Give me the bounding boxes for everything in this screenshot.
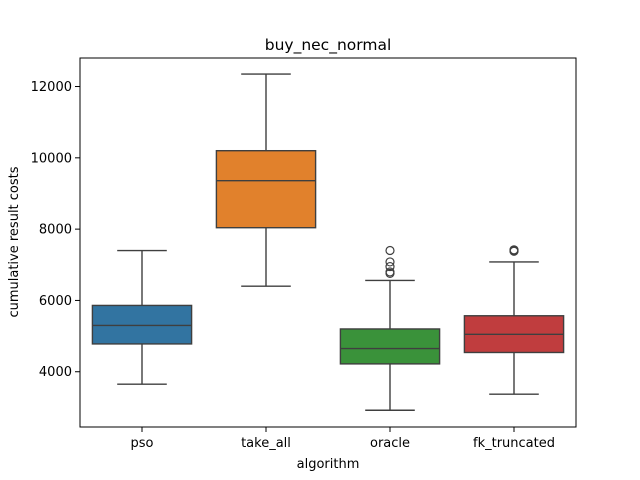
chart-title: buy_nec_normal — [265, 36, 392, 55]
box-group-fk_truncated — [463, 245, 565, 395]
box-group-oracle — [339, 245, 441, 411]
plot-frame — [79, 57, 577, 428]
outlier-point — [385, 245, 395, 256]
y-tick-label: 6000 — [39, 294, 72, 309]
x-tick-label: fk_truncated — [473, 436, 555, 451]
x-tick-label: pso — [131, 436, 154, 451]
x-tick-label: oracle — [370, 436, 410, 451]
plot-area — [91, 73, 565, 411]
y-axis: 4000 6000 8000 10000 12000 — [31, 80, 80, 380]
outlier-point — [385, 257, 395, 267]
y-tick-label: 12000 — [31, 80, 72, 95]
outlier-point — [385, 261, 395, 272]
box-oracle — [339, 328, 441, 365]
outlier-point — [385, 267, 395, 277]
y-tick-label: 10000 — [31, 151, 72, 166]
x-axis: pso take_all oracle fk_truncated — [131, 427, 555, 451]
box-group-take_all — [215, 73, 317, 287]
y-axis-label: cumulative result costs — [7, 166, 22, 317]
box-take_all — [215, 149, 317, 229]
x-tick-label: take_all — [241, 436, 291, 451]
y-tick-label: 4000 — [39, 365, 72, 380]
outlier-point — [509, 245, 519, 255]
box-group-pso — [91, 249, 193, 385]
box-pso — [91, 304, 193, 345]
y-tick-label: 8000 — [39, 223, 72, 238]
x-axis-label: algorithm — [297, 457, 360, 472]
